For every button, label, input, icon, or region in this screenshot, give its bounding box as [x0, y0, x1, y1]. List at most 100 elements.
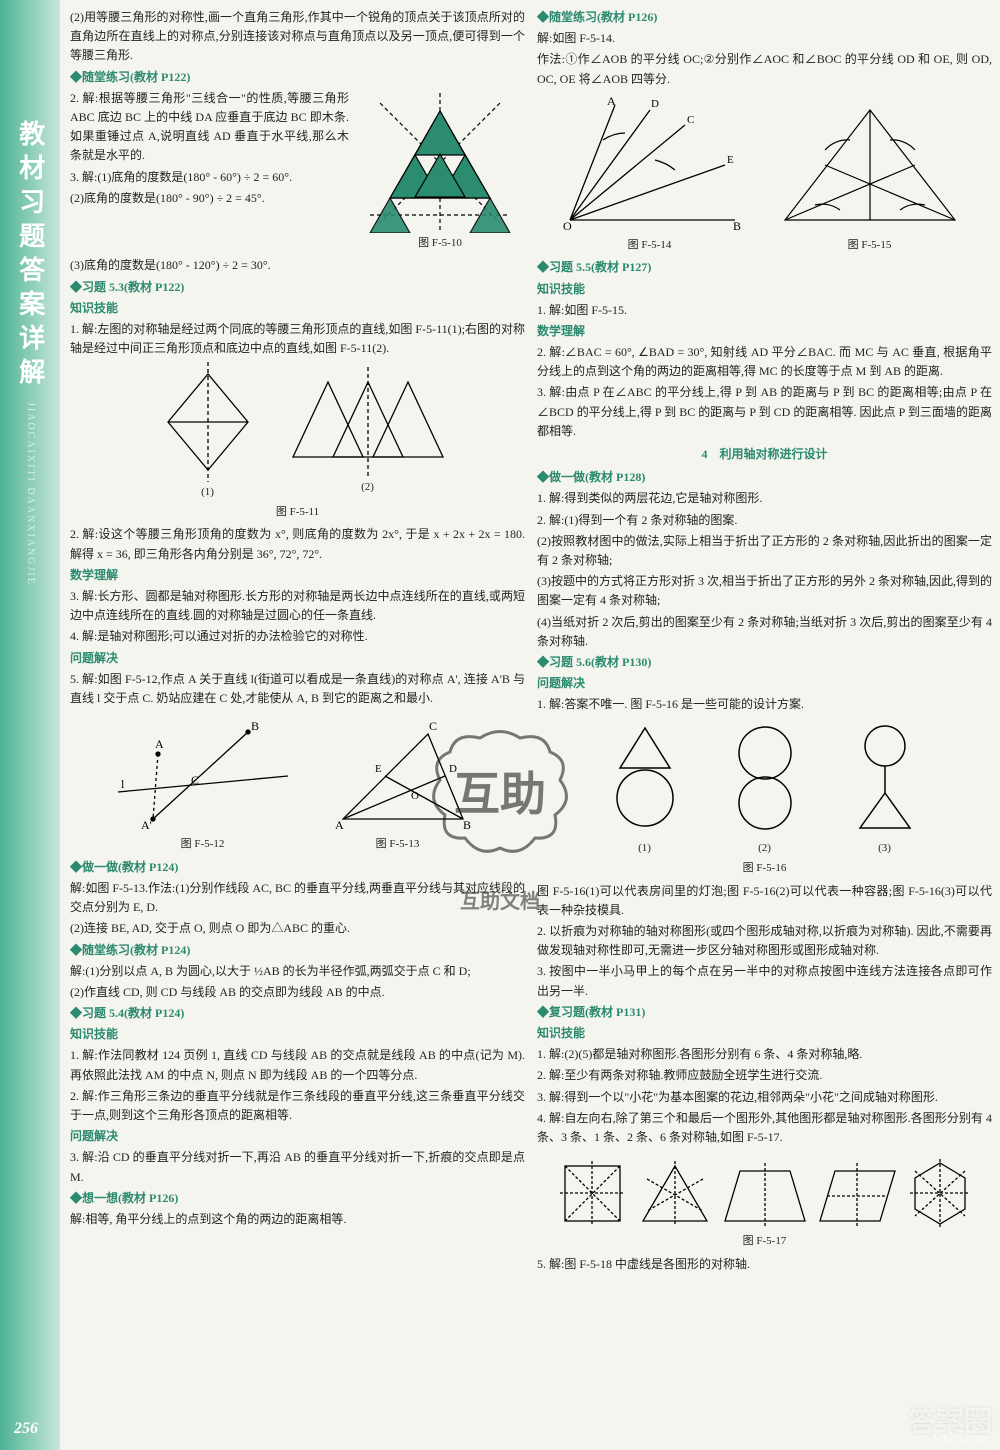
svg-text:D: D [449, 763, 457, 775]
para: 2. 以折痕为对称轴的轴对称图形(或四个图形成轴对称,以折痕为对称轴). 因此,… [537, 922, 992, 960]
diamond-icon [148, 362, 268, 482]
para: (2)作直线 CD, 则 CD 与线段 AB 的交点即为线段 AB 的中点. [70, 983, 525, 1002]
para: 1. 解:如图 F-5-15. [537, 301, 992, 320]
para: 3. 解:沿 CD 的垂直平分线对折一下,再沿 AB 的垂直平分线对折一下,折痕… [70, 1148, 525, 1186]
figure-f5-11: (1) (2) 图 F-5-11 [70, 362, 525, 521]
svg-text:l: l [121, 777, 125, 791]
page-number: 256 [14, 1416, 38, 1442]
right-column: ◆随堂练习(教材 P126) 解:如图 F-5-14. 作法:①作∠AOB 的平… [537, 8, 992, 1276]
figure-f5-17: 图 F-5-17 [537, 1151, 992, 1251]
sub-math-2: 数学理解 [537, 322, 992, 341]
para: 2. 解:根据等腰三角形"三线合一"的性质,等腰三角形 ABC 底边 BC 上的… [70, 89, 349, 166]
para: 1. 解:(2)(5)都是轴对称图形.各图形分别有 6 条、4 条对称轴,略. [537, 1045, 992, 1064]
left-column: (2)用等腰三角形的对称性,画一个直角三角形,作其中一个锐角的顶点关于该顶点所对… [70, 8, 525, 1276]
sub-problem-2: 问题解决 [70, 1127, 525, 1146]
sidebar: 教材习题答案详解 JIAOCAIXITI DAANXIANGJIE 256 [0, 0, 60, 1450]
para: 解:如图 F-5-14. [537, 29, 992, 48]
svg-text:A': A' [141, 818, 152, 832]
svg-text:C: C [429, 719, 437, 733]
para: (2)连接 BE, AD, 交于点 O, 则点 O 即为△ABC 的重心. [70, 919, 525, 938]
para: 2. 解:设这个等腰三角形顶角的度数为 x°, 则底角的度数为 2x°, 于是 … [70, 525, 525, 563]
svg-text:B: B [251, 719, 259, 733]
para: 3. 解:得到一个以"小花"为基本图案的花边,相邻两朵"小花"之间成轴对称图形. [537, 1088, 992, 1107]
corner-watermark-sub: MXEQ.COM [933, 1432, 988, 1448]
para: 4. 解:自左向右,除了第三个和最后一个图形外,其他图形都是轴对称图形.各图形分… [537, 1109, 992, 1147]
fig16-2: (2) [715, 718, 815, 858]
header-practice-p126: ◆随堂练习(教材 P126) [537, 8, 992, 27]
lamp-icon [595, 718, 695, 838]
para: (4)当纸对折 2 次后,剪出的图案至少有 2 条对称轴;当纸对折 3 次后,剪… [537, 613, 992, 651]
para: 图 F-5-16(1)可以代表房间里的灯泡;图 F-5-16(2)可以代表一种容… [537, 882, 992, 920]
header-think-p126: ◆想一想(教材 P126) [70, 1189, 525, 1208]
p2-with-fig10: 2. 解:根据等腰三角形"三线合一"的性质,等腰三角形 ABC 底边 BC 上的… [70, 89, 525, 257]
para: (3)按题中的方式将正方形对折 3 次,相当于折出了正方形的另外 2 条对称轴,… [537, 572, 992, 610]
para: 解:如图 F-5-13.作法:(1)分别作线段 AC, BC 的垂直平分线,两垂… [70, 879, 525, 917]
sub-knowledge-2: 知识技能 [70, 1025, 525, 1044]
header-do-p124: ◆做一做(教材 P124) [70, 858, 525, 877]
caption: 图 F-5-16 [743, 860, 787, 878]
header-5-5: ◆习题 5.5(教材 P127) [537, 258, 992, 277]
sub-knowledge: 知识技能 [70, 299, 525, 318]
caption: 图 F-5-15 [848, 237, 892, 255]
bisector-construction-icon [765, 95, 975, 235]
para: 3. 解:长方形、圆都是轴对称图形.长方形的对称轴是两长边中点连线所在的直线,或… [70, 587, 525, 625]
centroid-icon: A B C E D O [313, 714, 483, 834]
main-content: (2)用等腰三角形的对称性,画一个直角三角形,作其中一个锐角的顶点关于该顶点所对… [66, 0, 1000, 1284]
caption: 图 F-5-17 [743, 1233, 787, 1251]
para: (2)用等腰三角形的对称性,画一个直角三角形,作其中一个锐角的顶点关于该顶点所对… [70, 8, 525, 66]
para: 5. 解:如图 F-5-12,作点 A 关于直线 l(街道可以看成是一条直线)的… [70, 670, 525, 708]
reflection-icon: A B C A' l [113, 714, 293, 834]
fig11-1: (1) [148, 362, 268, 502]
figure-f5-13: A B C E D O 图 F-5-13 [313, 714, 483, 854]
header-practice-p124: ◆随堂练习(教材 P124) [70, 941, 525, 960]
figure-f5-16: (1) (2) [537, 718, 992, 877]
para: 2. 解:作三角形三条边的垂直平分线就是作三条线段的垂直平分线,这三条垂直平分线… [70, 1087, 525, 1125]
para: 2. 解:∠BAC = 60°, ∠BAD = 30°, 知射线 AD 平分∠B… [537, 343, 992, 381]
sub-problem-3: 问题解决 [537, 674, 992, 693]
header-5-6: ◆习题 5.6(教材 P130) [537, 653, 992, 672]
para: 1. 解:作法同教材 124 页例 1, 直线 CD 与线段 AB 的交点就是线… [70, 1046, 525, 1084]
para: (2)按照教材图中的做法,实际上相当于折出了正方形的 2 条对称轴,因此折出的图… [537, 532, 992, 570]
figure-f5-12: A B C A' l 图 F-5-12 [113, 714, 293, 854]
svg-text:C: C [687, 114, 694, 126]
sub-caption: (1) [595, 840, 695, 858]
para: 3. 按图中一半小马甲上的每个点在另一半中的对称点按图中连线方法连接各点即可作出… [537, 962, 992, 1000]
svg-text:A: A [607, 95, 616, 108]
header-review-p131: ◆复习题(教材 P131) [537, 1003, 992, 1022]
para: 作法:①作∠AOB 的平分线 OC;②分别作∠AOC 和∠BOC 的平分线 OD… [537, 50, 992, 88]
svg-text:E: E [375, 763, 382, 775]
fig14-15-row: O B A D C E 图 F-5-14 [537, 91, 992, 259]
svg-text:B: B [463, 818, 471, 832]
svg-text:O: O [563, 219, 572, 233]
container-icon [715, 718, 815, 838]
para: 1. 解:左图的对称轴是经过两个同底的等腰三角形顶点的直线,如图 F-5-11(… [70, 320, 525, 358]
para: (3)底角的度数是(180° - 120°) ÷ 2 = 30°. [70, 256, 525, 275]
header-do-p128: ◆做一做(教材 P128) [537, 468, 992, 487]
sidebar-pinyin: JIAOCAIXITI DAANXIANGJIE [22, 402, 38, 586]
para: 解:相等, 角平分线上的点到这个角的两边的距离相等. [70, 1210, 525, 1229]
sub-math-understand: 数学理解 [70, 566, 525, 585]
para: 2. 解:至少有两条对称轴.教师应鼓励全班学生进行交流. [537, 1066, 992, 1085]
para: (2)底角的度数是(180° - 90°) ÷ 2 = 45°. [70, 189, 349, 208]
figure-f5-10: 图 F-5-10 [355, 93, 525, 253]
sub-problem-solve: 问题解决 [70, 649, 525, 668]
para: 5. 解:图 F-5-18 中虚线是各图形的对称轴. [537, 1255, 992, 1274]
p2-block: 2. 解:根据等腰三角形"三线合一"的性质,等腰三角形 ABC 底边 BC 上的… [70, 89, 349, 210]
para: 4. 解:是轴对称图形;可以通过对折的办法检验它的对称性. [70, 627, 525, 646]
para: 1. 解:答案不唯一. 图 F-5-16 是一些可能的设计方案. [537, 695, 992, 714]
caption: 图 F-5-12 [181, 836, 225, 854]
figure-f5-14: O B A D C E 图 F-5-14 [555, 95, 745, 255]
svg-text:B: B [733, 219, 741, 233]
header-5-3: ◆习题 5.3(教材 P122) [70, 278, 525, 297]
fig11-2: (2) [288, 367, 448, 497]
para: 1. 解:得到类似的两层花边,它是轴对称图形. [537, 489, 992, 508]
tool-icon [835, 718, 935, 838]
svg-text:C: C [191, 773, 199, 787]
svg-text:O: O [411, 790, 419, 802]
svg-text:D: D [651, 98, 659, 110]
sub-caption: (1) [148, 484, 268, 502]
shapes-row-icon [555, 1151, 975, 1231]
svg-text:A: A [155, 737, 164, 751]
sub-knowledge-4: 知识技能 [537, 1024, 992, 1043]
triangle-pattern-icon [355, 93, 525, 233]
